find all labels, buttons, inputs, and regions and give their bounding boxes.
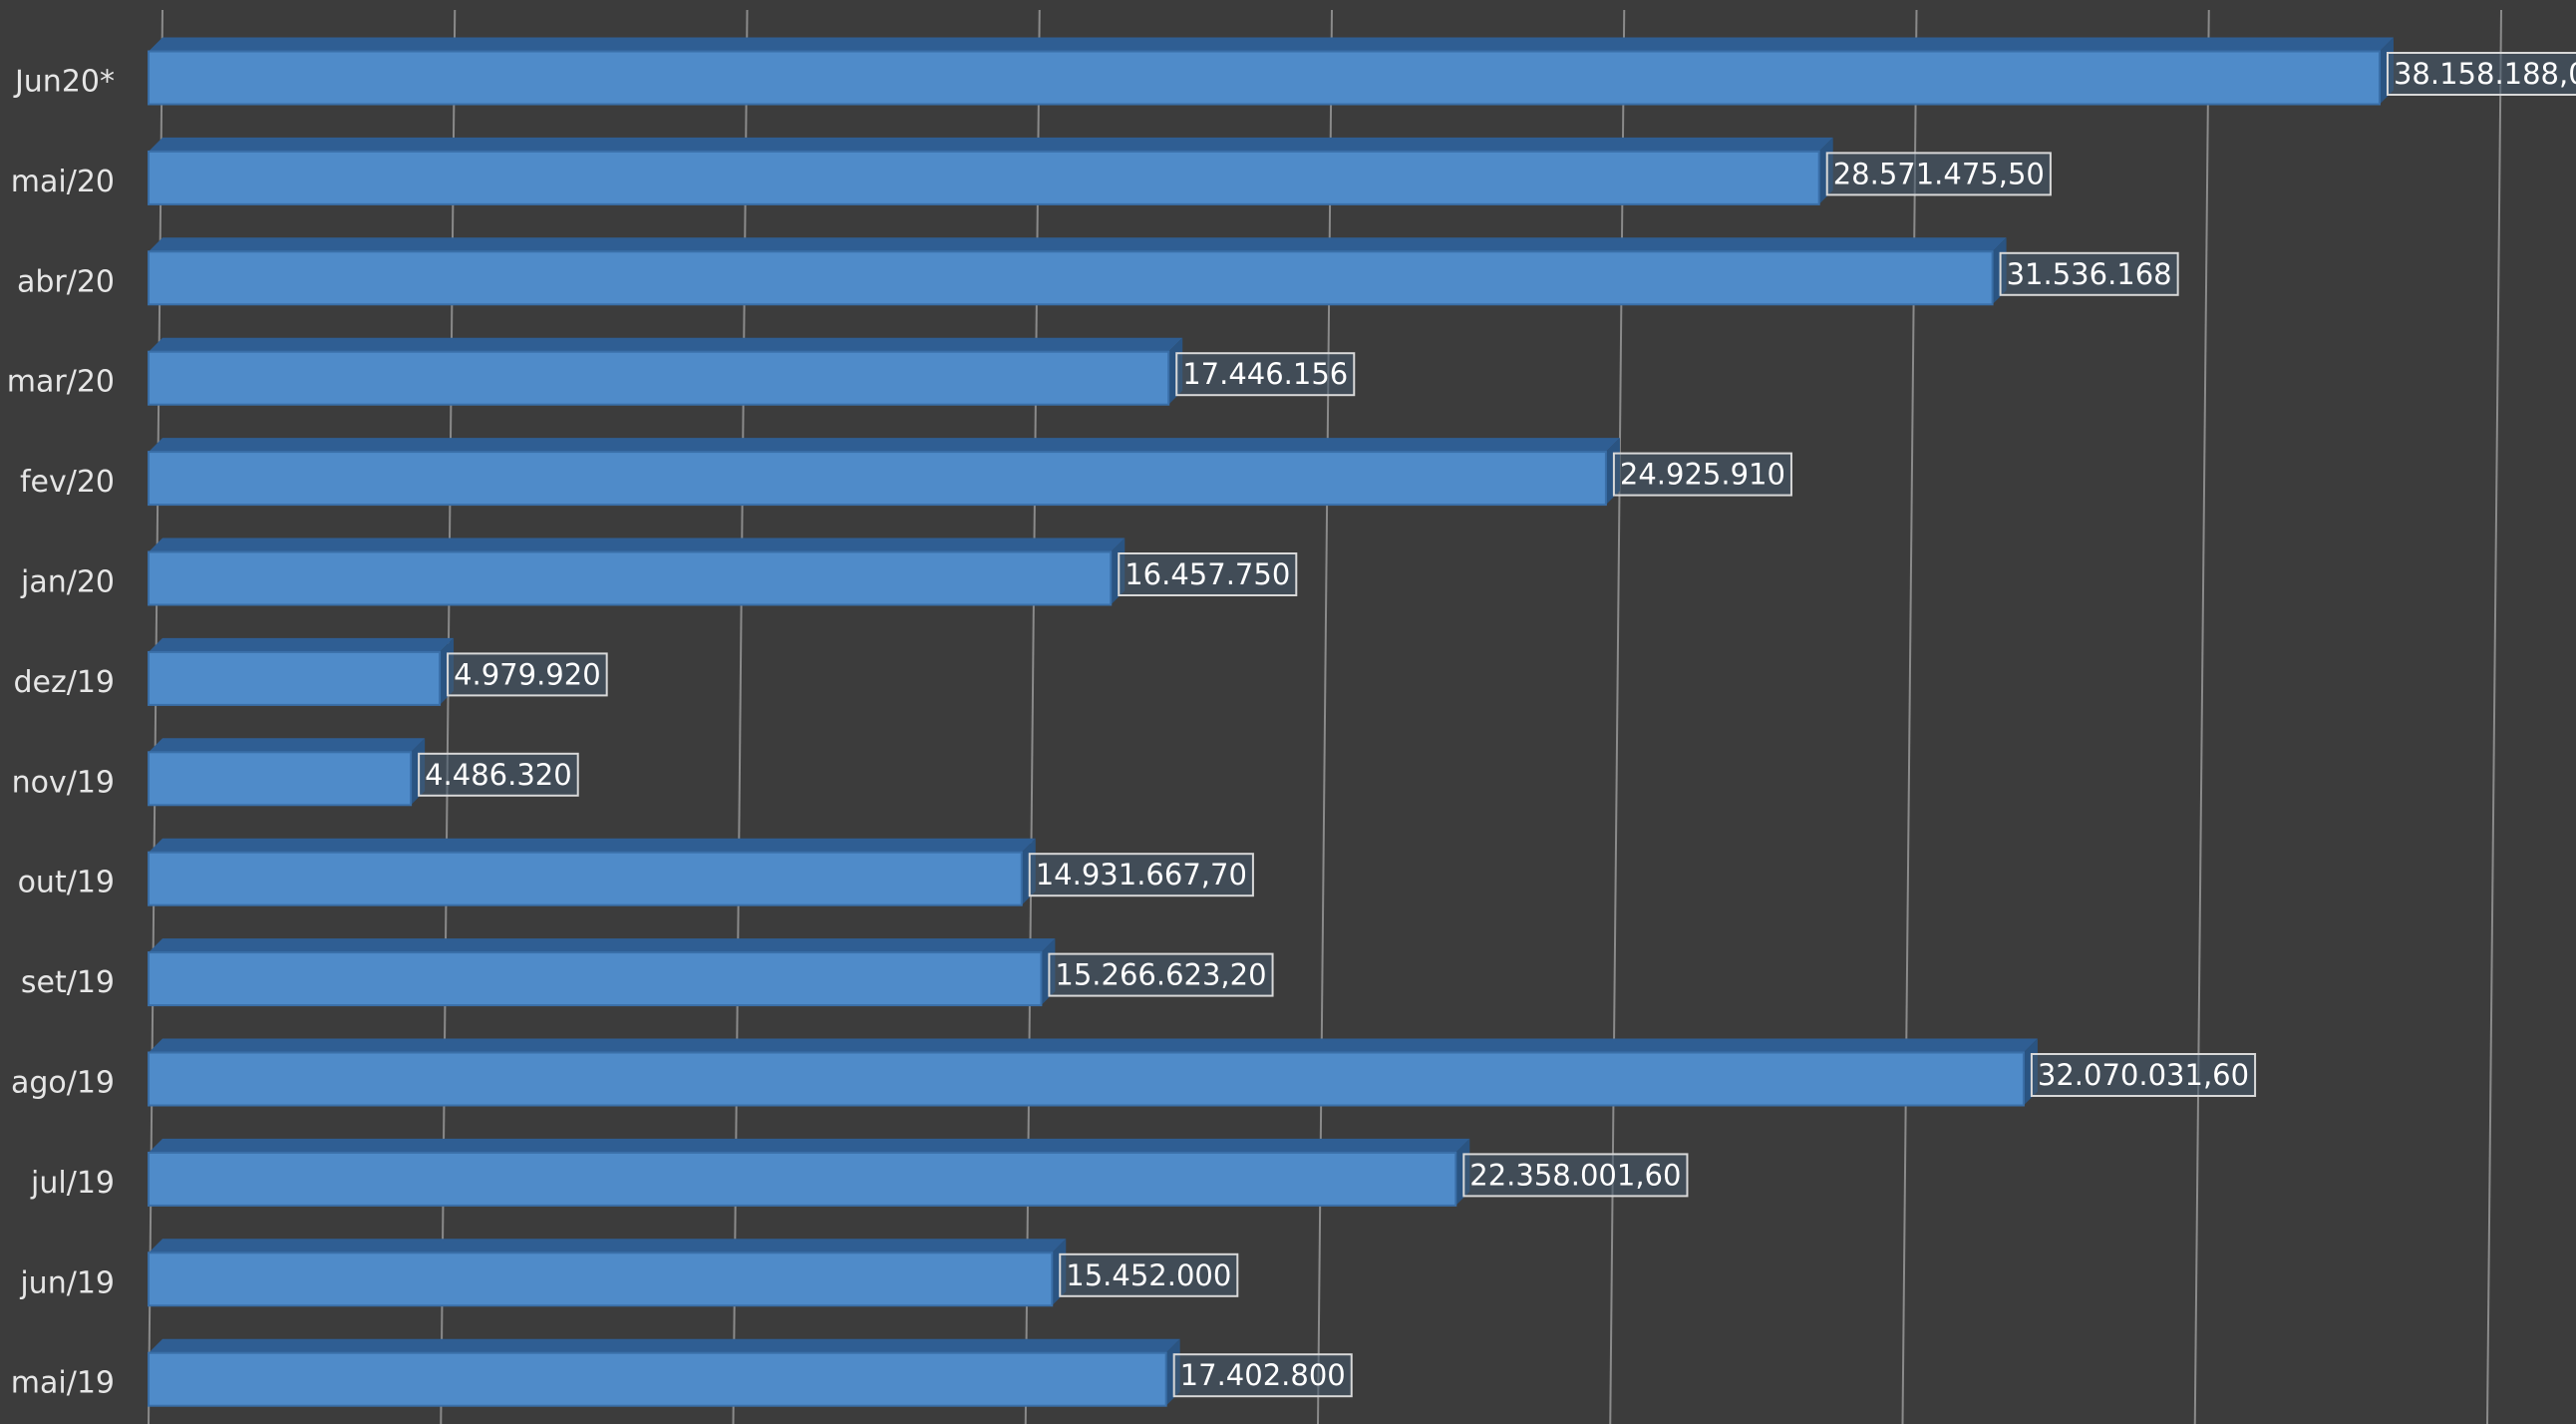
y-tick-label: nov/19 [12, 765, 115, 800]
bar-top [149, 1338, 1180, 1353]
grid-line [2486, 9, 2502, 1424]
bar [148, 1051, 2025, 1107]
bar-top [149, 37, 2394, 52]
value-label-box [447, 652, 608, 697]
value-label-box [1462, 1153, 1689, 1198]
bar [148, 1351, 1167, 1407]
value-label-box [2386, 52, 2576, 96]
bar [148, 250, 1994, 306]
value-label-box [1999, 251, 2179, 296]
y-tick-label: jan/20 [20, 565, 115, 600]
value-label-box [418, 752, 579, 797]
value-label-box [1048, 952, 1274, 997]
bar-top [149, 1038, 2038, 1053]
y-tick-label: jul/19 [30, 1166, 115, 1201]
y-tick-label: abr/20 [17, 264, 115, 299]
value-label-box [1612, 452, 1792, 497]
bar [148, 1251, 1054, 1307]
bar [148, 50, 2381, 106]
value-label: 32.070.031,60 [2038, 1058, 2249, 1092]
value-label-box [1118, 552, 1298, 596]
bar [148, 951, 1043, 1007]
bar [148, 550, 1113, 606]
value-label-box [1172, 1353, 1353, 1398]
bar-top [149, 738, 426, 753]
y-tick-label: out/19 [18, 866, 115, 900]
value-label-box [1059, 1252, 1239, 1297]
value-label: 15.452.000 [1066, 1258, 1231, 1292]
bar-top [149, 938, 1056, 953]
value-label-box [1175, 352, 1356, 397]
y-tick-label: jun/19 [19, 1265, 115, 1300]
bar [148, 350, 1170, 406]
value-label: 14.931.667,70 [1036, 858, 1247, 891]
bar [148, 751, 413, 807]
value-label-box [1825, 152, 2052, 196]
bar [148, 1151, 1457, 1207]
bar-top [149, 537, 1126, 552]
bar [148, 851, 1023, 906]
bar [148, 150, 1820, 205]
bar-top [149, 237, 2007, 252]
y-tick-label: mai/20 [11, 165, 115, 199]
value-label: 17.446.156 [1182, 357, 1348, 391]
value-label: 28.571.475,50 [1833, 157, 2045, 190]
y-tick-label: dez/19 [13, 665, 115, 700]
bar-top [149, 337, 1183, 352]
value-label: 15.266.623,20 [1055, 958, 1266, 992]
bar [148, 650, 442, 706]
value-label-box [1028, 853, 1254, 897]
value-label: 17.402.800 [1180, 1358, 1346, 1392]
value-label-box [2030, 1053, 2257, 1097]
bar-top [149, 1239, 1067, 1253]
bar-top [149, 637, 455, 652]
y-tick-label: fev/20 [20, 465, 115, 500]
bar-top [149, 438, 1620, 453]
value-label: 24.925.910 [1620, 458, 1785, 492]
bar [148, 451, 1607, 507]
value-label: 31.536.168 [2007, 257, 2172, 291]
bar-top [149, 137, 1833, 152]
y-tick-label: mar/20 [7, 365, 115, 400]
bar-top [149, 1138, 1470, 1153]
y-tick-label: set/19 [21, 965, 115, 1000]
value-label: 22.358.001,60 [1469, 1158, 1681, 1192]
y-tick-label: mai/19 [11, 1366, 115, 1401]
grid-line [2193, 9, 2210, 1424]
value-label: 4.486.320 [425, 758, 572, 792]
y-tick-label: Jun20* [13, 65, 115, 100]
y-tick-label: ago/19 [11, 1066, 115, 1101]
value-label: 38.158.188,00 [2394, 57, 2576, 91]
bar-top [149, 838, 1036, 853]
value-label: 4.979.920 [454, 657, 601, 691]
value-label: 16.457.750 [1125, 557, 1290, 591]
